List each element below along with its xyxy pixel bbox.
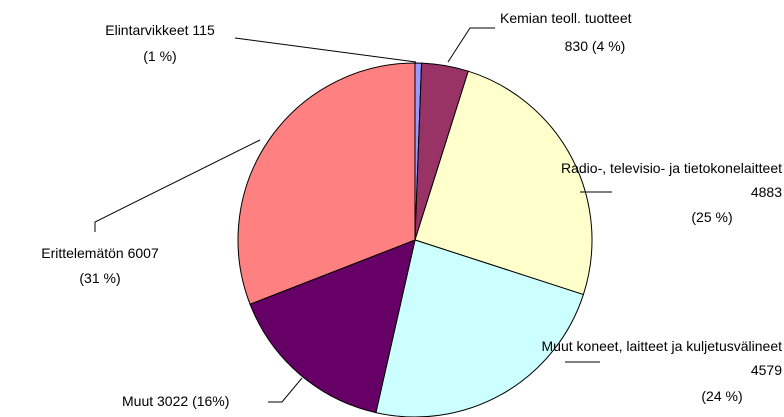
pie-slice [249, 239, 416, 414]
slice-label: 4579 [751, 362, 782, 378]
slice-label: Kemian teoll. tuotteet [500, 10, 632, 26]
slice-label: 4883 [751, 184, 782, 200]
pie-slice [237, 62, 416, 305]
pie-slice [414, 70, 593, 296]
percent-label: (25 %) [691, 209, 732, 225]
leader-line [94, 139, 261, 232]
slice-label: Erittelemätön 6007 [41, 245, 159, 261]
percent-label: (1 %) [143, 48, 176, 64]
slice-label: Muut 3022 (16%) [122, 393, 229, 409]
slice-label: Elintarvikkeet 115 [105, 22, 215, 38]
slice-label: Radio-, televisio- ja tietokonelaitteet [561, 160, 782, 176]
slice-label: 830 (4 %) [565, 38, 626, 54]
leader-line [234, 37, 417, 63]
leader-line [268, 377, 303, 403]
leader-line [447, 27, 495, 63]
percent-label: (31 %) [79, 270, 120, 286]
percent-label: (24 %) [701, 388, 742, 404]
pie [237, 62, 593, 417]
slice-label: Muut koneet, laitteet ja kuljetusvälinee… [542, 338, 783, 354]
